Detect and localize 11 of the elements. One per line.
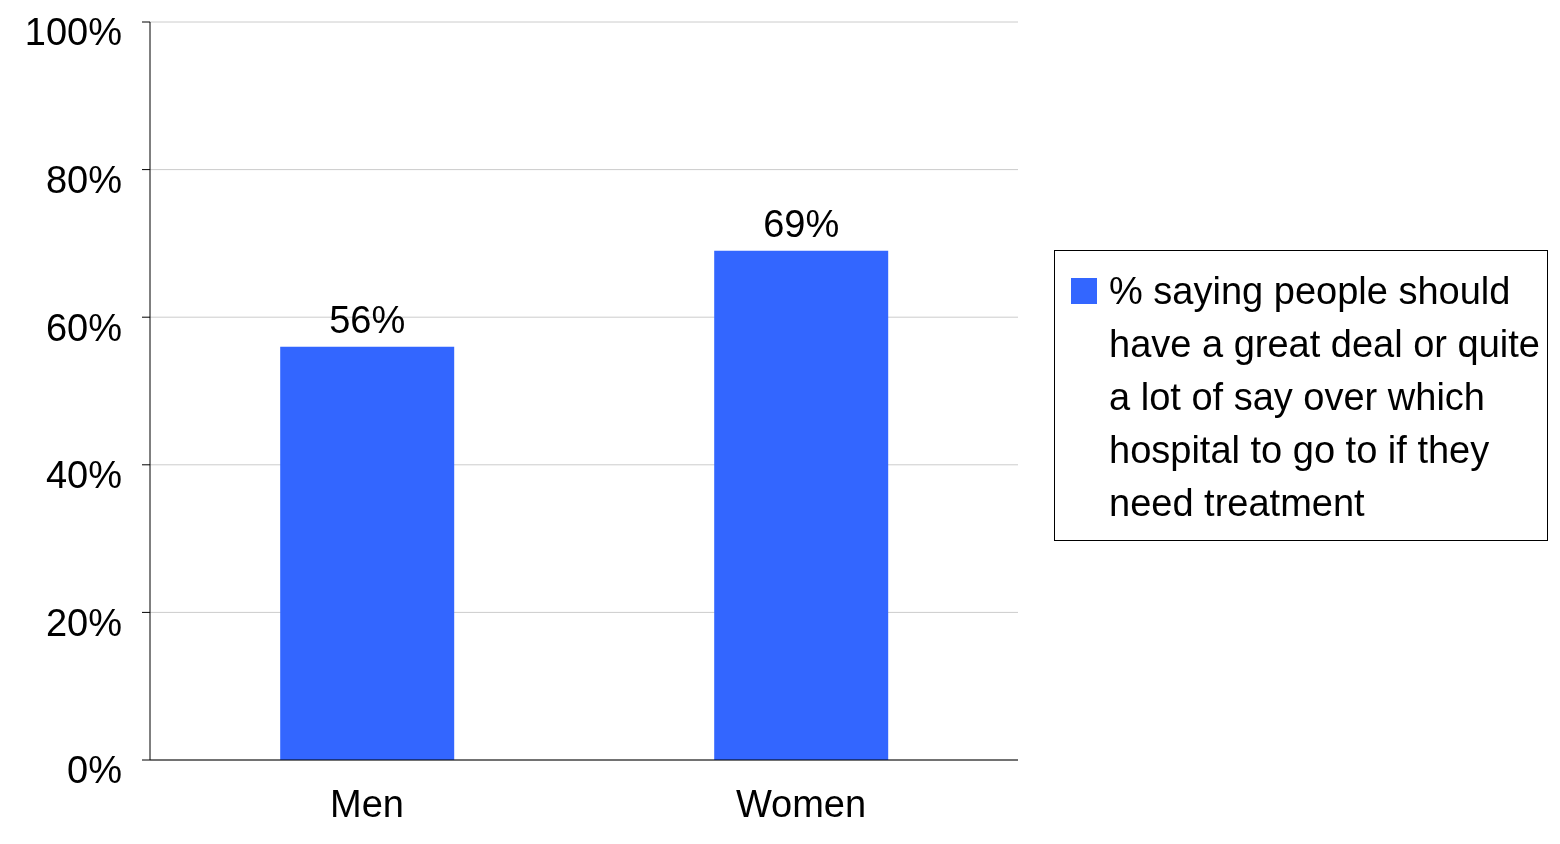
y-tick-label: 20% (45, 601, 122, 644)
x-tick-label: Men (330, 782, 404, 825)
data-label: 56% (329, 298, 406, 341)
x-tick-label: Women (735, 782, 867, 825)
y-tick-label: 0% (67, 749, 122, 792)
y-tick-label: 40% (45, 454, 122, 497)
data-label: 69% (763, 202, 840, 245)
legend-label: % saying people should have a great deal or quite a lot of say over which hospital to go to if they need treatment (1109, 269, 1541, 526)
y-tick-label: 60% (45, 306, 122, 349)
y-tick-label: 100% (24, 11, 122, 54)
y-tick-label: 80% (45, 159, 122, 202)
